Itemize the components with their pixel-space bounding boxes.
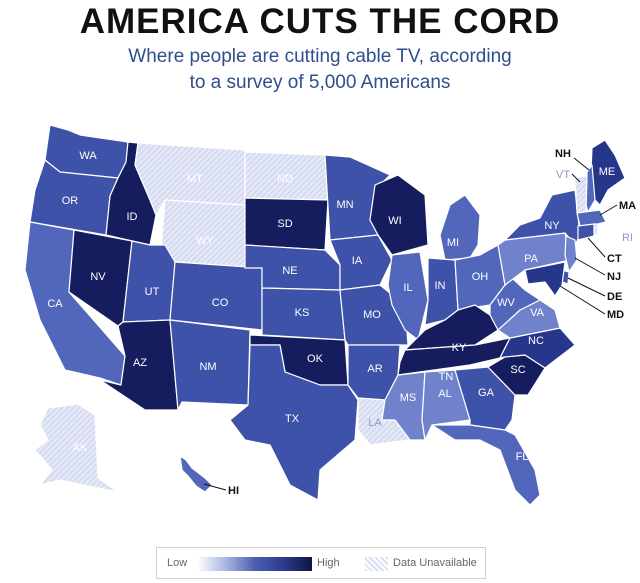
label-nc: NC — [528, 335, 544, 347]
state-nm[interactable] — [169, 319, 251, 411]
label-ri: RI — [622, 232, 633, 244]
subtitle-line-2: to a survey of 5,000 Americans — [189, 72, 451, 93]
state-ky[interactable] — [404, 304, 499, 351]
label-ny: NY — [544, 220, 560, 232]
label-nm: NM — [199, 361, 216, 373]
label-wi: WI — [388, 215, 401, 227]
leader-de — [567, 277, 606, 297]
state-wi[interactable] — [369, 174, 429, 256]
label-oh: OH — [472, 271, 489, 283]
label-mi: MI — [447, 237, 459, 249]
state-il[interactable] — [387, 251, 429, 341]
leader-ct — [587, 237, 606, 258]
label-tn: TN — [439, 371, 454, 383]
label-wy: WY — [196, 235, 214, 247]
label-or: OR — [62, 195, 79, 207]
label-ga: GA — [478, 387, 495, 399]
label-sd: SD — [277, 218, 292, 230]
label-nv: NV — [90, 271, 106, 283]
label-de: DE — [607, 291, 622, 303]
subtitle-line-1: Where people are cutting cable TV, accor… — [128, 46, 512, 67]
leader-vt — [571, 173, 581, 183]
state-tx[interactable] — [229, 344, 359, 501]
label-ky: KY — [452, 342, 467, 354]
label-id: ID — [127, 211, 138, 223]
label-az: AZ — [133, 357, 147, 369]
label-md: MD — [607, 309, 624, 321]
label-co: CO — [212, 297, 229, 309]
state-fl[interactable] — [431, 424, 541, 506]
label-vt: VT — [556, 169, 570, 181]
label-al: AL — [438, 388, 451, 400]
label-nj: NJ — [607, 271, 621, 283]
state-ak[interactable] — [34, 403, 119, 493]
label-hi: HI — [228, 485, 239, 497]
label-nd: ND — [277, 173, 293, 185]
state-mi[interactable] — [439, 194, 481, 261]
leader-hi — [203, 483, 227, 491]
state-ut[interactable] — [122, 240, 176, 323]
label-va: VA — [530, 307, 545, 319]
state-ma[interactable] — [576, 209, 607, 227]
label-mn: MN — [336, 199, 353, 211]
label-il: IL — [403, 282, 412, 294]
label-ia: IA — [352, 255, 363, 267]
label-wa: WA — [79, 150, 97, 162]
legend-gradient-bar — [197, 557, 312, 571]
label-ca: CA — [47, 298, 63, 310]
label-ks: KS — [295, 307, 310, 319]
label-ms: MS — [400, 392, 417, 404]
label-tx: TX — [285, 413, 300, 425]
leader-ma — [599, 204, 618, 216]
label-pa: PA — [524, 253, 539, 265]
label-in: IN — [435, 280, 446, 292]
label-ct: CT — [607, 253, 622, 265]
label-fl: FL — [516, 451, 529, 463]
map-subtitle: Where people are cutting cable TV, accor… — [0, 44, 640, 96]
leader-nj — [574, 257, 606, 276]
label-mt: MT — [187, 173, 203, 185]
state-vt[interactable] — [574, 174, 588, 214]
label-wv: WV — [497, 297, 515, 309]
legend-high-label: High — [317, 557, 340, 569]
label-sc: SC — [510, 364, 525, 376]
label-ar: AR — [367, 363, 382, 375]
legend-low-label: Low — [167, 557, 188, 569]
label-ok: OK — [307, 353, 324, 365]
label-nh: NH — [555, 148, 571, 160]
leader-md — [559, 285, 606, 315]
label-ut: UT — [145, 286, 160, 298]
label-ma: MA — [619, 200, 636, 212]
label-me: ME — [599, 166, 616, 178]
map-legend: Low High Data Unavailable — [156, 547, 486, 579]
label-la: LA — [368, 417, 382, 429]
leader-nh — [573, 157, 590, 171]
label-mo: MO — [363, 309, 381, 321]
state-co[interactable] — [169, 261, 263, 331]
legend-unavailable-label: Data Unavailable — [393, 557, 477, 569]
label-ak: AK — [73, 442, 88, 454]
label-ne: NE — [282, 265, 297, 277]
state-nj[interactable] — [564, 235, 578, 273]
state-hi[interactable] — [179, 455, 213, 493]
state-ct[interactable] — [577, 223, 595, 241]
state-md[interactable] — [524, 261, 566, 297]
legend-unavailable-swatch — [365, 557, 388, 571]
map-title: AMERICA CUTS THE CORD — [79, 2, 561, 41]
